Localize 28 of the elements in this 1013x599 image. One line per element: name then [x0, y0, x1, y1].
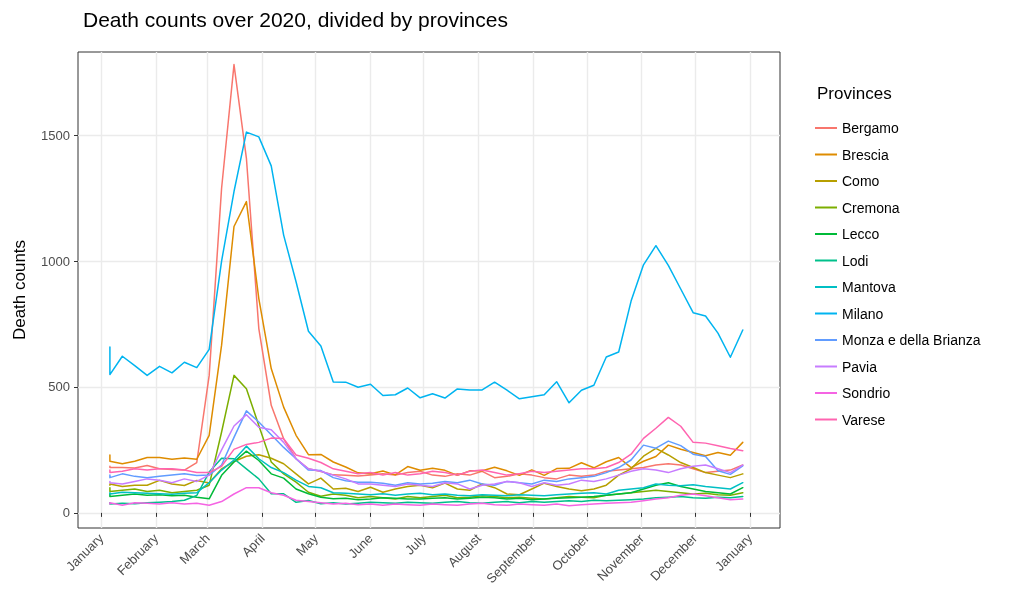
line-series: [109, 374, 744, 500]
line-series: [109, 131, 744, 404]
line-series: [109, 63, 744, 480]
y-tick-label: 500: [48, 379, 70, 395]
x-tick-label: July: [402, 530, 430, 558]
line-series: [109, 416, 744, 476]
legend-label: Como: [842, 173, 880, 189]
legend-label: Lecco: [842, 226, 880, 242]
line-series: [109, 486, 744, 507]
y-tick-label: 1000: [41, 253, 70, 269]
legend-label: Monza e della Brianza: [842, 332, 981, 348]
legend-title: Provinces: [817, 84, 892, 103]
y-tick-label: 1500: [41, 127, 70, 143]
legend-label: Milano: [842, 305, 884, 322]
legend-label: Pavia: [842, 358, 878, 375]
y-tick-label: 0: [62, 505, 70, 521]
line-series: [109, 200, 744, 477]
x-tick-label: May: [292, 530, 322, 559]
y-axis-title: Death counts: [10, 239, 29, 341]
legend-label: Mantova: [842, 279, 896, 295]
legend-label: Lodi: [842, 252, 869, 269]
legend-label: Sondrio: [842, 385, 891, 401]
legend-label: Varese: [842, 411, 886, 428]
legend-label: Cremona: [842, 199, 900, 216]
legend-label: Brescia: [842, 146, 889, 163]
legend-label: Bergamo: [842, 120, 900, 136]
chart-title: Death counts over 2020, divided by provinces: [83, 8, 508, 31]
line-series: [109, 457, 744, 505]
